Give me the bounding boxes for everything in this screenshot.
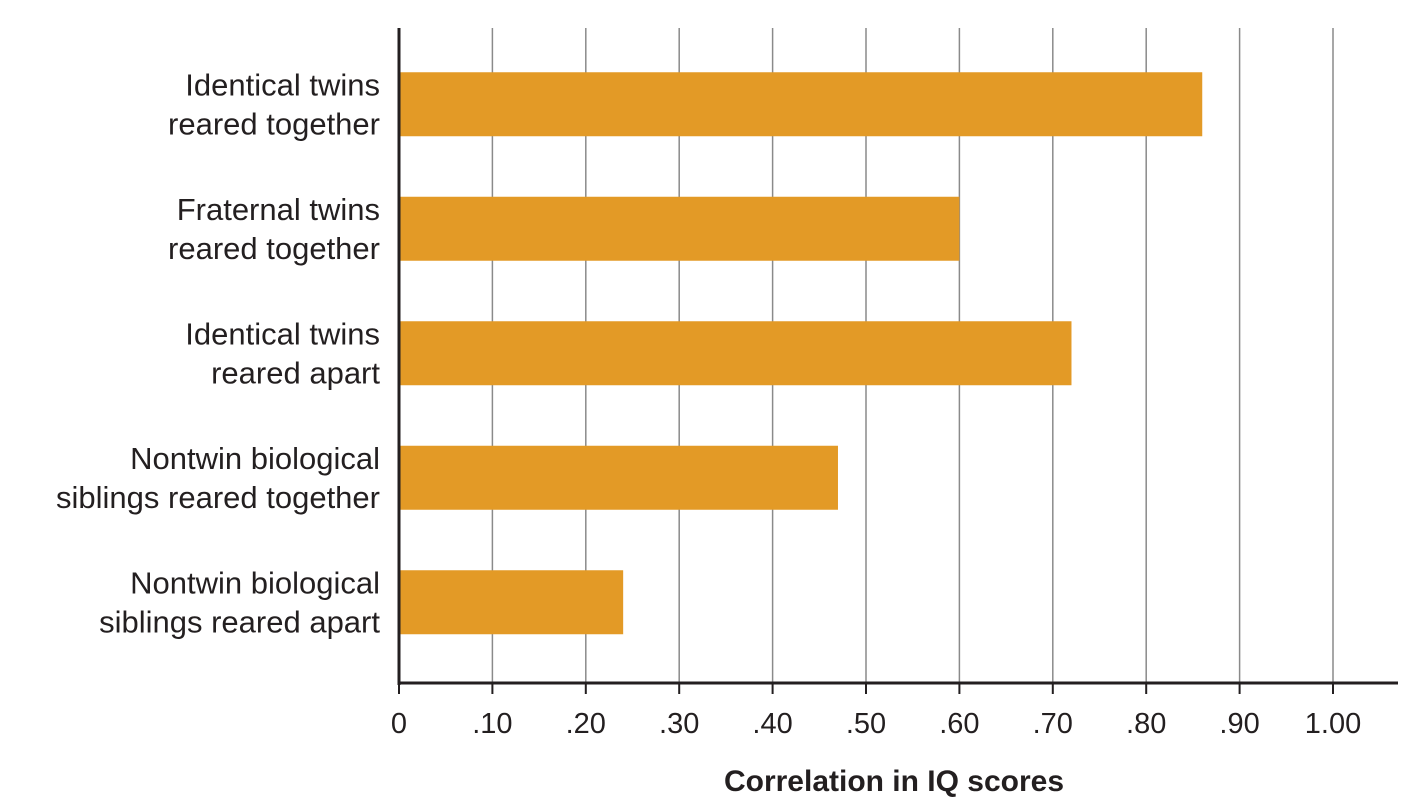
bar-1 bbox=[400, 196, 960, 261]
category-label-line: reared together bbox=[168, 231, 380, 266]
bar-4 bbox=[400, 570, 624, 635]
x-tick-label-5: .50 bbox=[846, 708, 886, 740]
category-label-3: Nontwin biological siblings reared togeth… bbox=[56, 441, 380, 515]
category-label-line: Identical twins bbox=[185, 67, 380, 102]
category-label-line: siblings reared together bbox=[56, 480, 380, 515]
bars bbox=[400, 72, 1203, 635]
category-label-line: Identical twins bbox=[185, 316, 380, 351]
axes bbox=[397, 28, 1398, 694]
bar-2 bbox=[400, 321, 1072, 386]
category-label-1: Fraternal twins reared together bbox=[168, 192, 380, 266]
category-label-4: Nontwin biological siblings reared apart bbox=[99, 565, 380, 639]
category-label-line: Nontwin biological bbox=[130, 565, 380, 600]
x-tick-label-1: .10 bbox=[472, 708, 512, 740]
x-tick-label-6: .60 bbox=[939, 708, 979, 740]
x-axis-title: Correlation in IQ scores bbox=[724, 765, 1064, 798]
category-labels: Identical twins reared togetherFraternal … bbox=[56, 67, 380, 639]
x-tick-label-10: 1.00 bbox=[1305, 708, 1361, 740]
x-tick-label-8: .80 bbox=[1126, 708, 1166, 740]
x-tick-label-3: .30 bbox=[659, 708, 699, 740]
category-label-2: Identical twins reared apart bbox=[185, 316, 380, 390]
category-label-line: Fraternal twins bbox=[177, 192, 380, 227]
bar-0 bbox=[400, 72, 1203, 137]
x-tick-label-9: .90 bbox=[1219, 708, 1259, 740]
x-tick-label-0: 0 bbox=[391, 708, 407, 740]
x-tick-label-7: .70 bbox=[1033, 708, 1073, 740]
x-tick-labels: 0 .10 .20 .30 .40 .50 .60 .70 .80 .90 1.00 bbox=[391, 708, 1361, 740]
category-label-line: Nontwin biological bbox=[130, 441, 380, 476]
x-tick-label-4: .40 bbox=[752, 708, 792, 740]
category-label-line: siblings reared apart bbox=[99, 604, 380, 639]
x-tick-label-2: .20 bbox=[566, 708, 606, 740]
category-label-line: reared apart bbox=[211, 355, 380, 390]
category-label-0: Identical twins reared together bbox=[168, 67, 380, 141]
category-label-line: reared together bbox=[168, 106, 380, 141]
bar-3 bbox=[400, 445, 838, 510]
